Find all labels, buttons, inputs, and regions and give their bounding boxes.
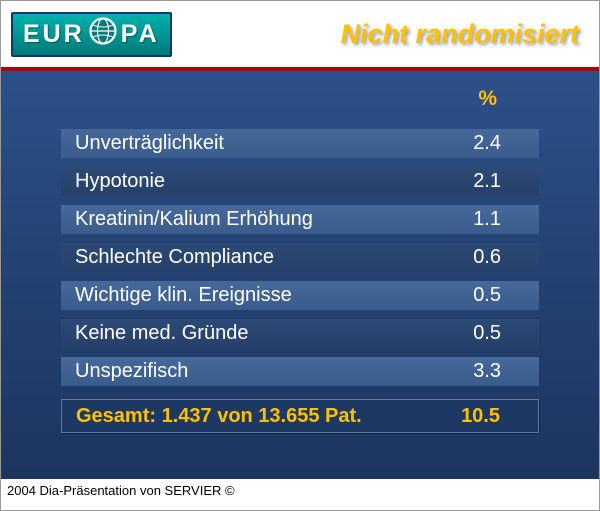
table-row: Kreatinin/Kalium Erhöhung 1.1	[61, 205, 539, 234]
data-table: Unverträglichkeit 2.4 Hypotonie 2.1 Krea…	[61, 129, 539, 386]
row-value: 2.4	[473, 132, 501, 154]
slide-header: EUR PA Nicht randomisiert	[1, 1, 599, 67]
logo-text-left: EUR	[23, 19, 85, 48]
footer-credit-text: 2004 Dia-Präsentation von SERVIER ©	[7, 483, 235, 498]
slide-title: Nicht randomisiert	[340, 18, 579, 49]
slide-footer: 2004 Dia-Präsentation von SERVIER ©	[1, 479, 599, 510]
row-label: Kreatinin/Kalium Erhöhung	[75, 208, 313, 230]
row-value: 2.1	[473, 170, 501, 192]
row-value: 1.1	[473, 208, 501, 230]
total-label: Gesamt: 1.437 von 13.655 Pat.	[76, 404, 362, 427]
table-row: Schlechte Compliance 0.6	[61, 243, 539, 272]
total-row: Gesamt: 1.437 von 13.655 Pat. 10.5	[61, 399, 539, 433]
row-value: 0.6	[473, 246, 501, 268]
row-label: Unverträglichkeit	[75, 132, 224, 154]
europa-logo: EUR PA	[11, 11, 172, 57]
header-divider-line	[1, 67, 599, 71]
row-label: Schlechte Compliance	[75, 246, 274, 268]
percent-column-header: %	[478, 87, 497, 110]
row-label: Hypotonie	[75, 170, 166, 192]
row-value: 0.5	[473, 284, 501, 306]
table-row: Unverträglichkeit 2.4	[61, 129, 539, 158]
table-row: Unspezifisch 3.3	[61, 357, 539, 386]
row-label: Wichtige klin. Ereignisse	[75, 284, 292, 306]
row-value: 0.5	[473, 322, 501, 344]
globe-icon	[89, 16, 117, 52]
row-label: Unspezifisch	[75, 360, 189, 382]
logo-text-right: PA	[120, 19, 160, 48]
row-label: Keine med. Gründe	[75, 322, 249, 344]
table-row: Keine med. Gründe 0.5	[61, 319, 539, 348]
slide-body: % Unverträglichkeit 2.4 Hypotonie 2.1 Kr…	[1, 71, 599, 479]
table-row: Wichtige klin. Ereignisse 0.5	[61, 281, 539, 310]
table-row: Hypotonie 2.1	[61, 167, 539, 196]
row-value: 3.3	[473, 360, 501, 382]
total-value: 10.5	[461, 404, 500, 427]
